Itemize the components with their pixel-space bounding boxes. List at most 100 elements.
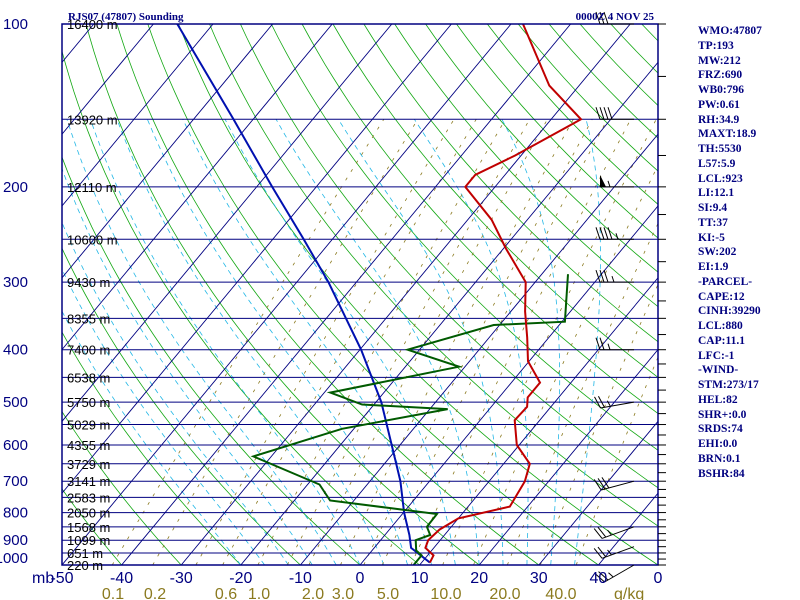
- isotherm: [62, 24, 393, 423]
- pressure-label: 600: [3, 437, 28, 454]
- index-item: L57:5.9: [698, 157, 736, 170]
- temperature-label: 10: [411, 570, 429, 587]
- isotherm: [240, 61, 658, 565]
- mixing-ratio-label: 1.0: [248, 586, 270, 600]
- height-label: 1568 m: [67, 520, 110, 535]
- index-item: LCL:923: [698, 172, 743, 185]
- wind-barb: [595, 269, 634, 283]
- dry-adiabat: [62, 155, 361, 565]
- height-label: 3729 m: [67, 457, 110, 472]
- index-item: LI:12.1: [698, 187, 735, 200]
- mixing-ratio-label: 0.1: [102, 586, 124, 600]
- moist-adiabat: [62, 167, 313, 565]
- mixing-ratio-line: [442, 119, 657, 565]
- temperature-label: -40: [110, 570, 133, 587]
- index-item: SHR+:0.0: [698, 408, 747, 421]
- dry-adiabat: [62, 247, 301, 565]
- mixing-ratio-line: [340, 119, 574, 565]
- pressure-label: 300: [3, 274, 28, 291]
- index-item: TP:193: [698, 39, 734, 52]
- temperature-label: 30: [530, 570, 548, 587]
- mixing-ratio-unit: g/kg: [614, 586, 644, 600]
- index-item: WB0:796: [698, 84, 744, 96]
- stability-indices-panel: WMO:47807 TP:193 MW:212 FRZ:690 WB0:796 PW:0.…: [698, 24, 798, 481]
- dry-adiabat: [270, 24, 658, 451]
- right-axis-ticks: [658, 23, 666, 566]
- pressure-label: 1000: [0, 550, 28, 567]
- dry-adiabat: [332, 24, 658, 378]
- height-label: 1099 m: [67, 533, 110, 548]
- background-grid: [62, 24, 658, 565]
- index-item: MW:212: [698, 54, 741, 67]
- moist-adiabat: [62, 221, 289, 565]
- index-item: PW:0.61: [698, 98, 740, 111]
- temperature-label: -30: [170, 570, 193, 587]
- mixing-ratio-label: 5.0: [377, 586, 399, 600]
- index-item: SRDS:74: [698, 423, 743, 436]
- height-label: 5029 m: [67, 418, 110, 433]
- mixing-ratio-label: 2.0: [302, 586, 324, 600]
- pressure-label: 800: [3, 505, 28, 522]
- index-item: RH:34.9: [698, 113, 740, 126]
- height-label: 4355 m: [67, 438, 110, 453]
- index-item: STM:273/17: [698, 379, 759, 391]
- wind-barb: [593, 546, 635, 559]
- index-item: MAXT:18.9: [698, 128, 757, 141]
- height-label: 8355 m: [67, 311, 110, 326]
- mixing-ratio-line: [286, 119, 530, 565]
- index-item: LFC:-1: [698, 349, 735, 362]
- index-item: CINH:39290: [698, 305, 761, 318]
- wind-barb: [595, 11, 634, 25]
- dewpoint-profile: [250, 274, 569, 565]
- mixing-ratio-line: [222, 119, 477, 565]
- index-item: LCL:880: [698, 320, 743, 332]
- dry-adiabat: [62, 331, 242, 565]
- valid-time: 0000Z 4 NOV 25: [576, 11, 655, 23]
- dry-adiabat: [209, 24, 658, 527]
- moist-adiabat: [182, 119, 432, 565]
- dry-adiabat: [178, 24, 658, 565]
- pressure-label: 100: [3, 16, 28, 33]
- pressure-unit-label: mb: [32, 570, 54, 587]
- wind-barb: [595, 107, 634, 120]
- moist-adiabat: [337, 119, 504, 565]
- height-label: 5750 m: [67, 395, 110, 410]
- wind-barb: [593, 526, 635, 539]
- temperature-label: 0: [654, 570, 663, 587]
- height-label: 16400 m: [67, 17, 118, 32]
- moist-adiabat: [147, 119, 409, 565]
- dry-adiabat: [301, 24, 658, 414]
- wind-barbs: [593, 11, 635, 583]
- isotherm: [62, 24, 214, 207]
- wind-barb: [600, 174, 634, 188]
- mixing-ratio-line: [152, 119, 419, 565]
- height-label: 9430 m: [67, 275, 110, 290]
- mixing-ratio-line: [539, 283, 658, 565]
- mixing-ratio-line: [473, 164, 658, 565]
- index-item: TH:5530: [698, 143, 742, 155]
- isotherm: [62, 24, 452, 494]
- index-item: SI:9.4: [698, 202, 728, 214]
- mixing-ratio-line: [308, 119, 548, 565]
- mixing-ratio-line: [410, 119, 632, 565]
- pressure-label: 200: [3, 179, 28, 196]
- moist-adiabat: [414, 119, 529, 565]
- dry-adiabat: [116, 24, 540, 565]
- dry-adiabat: [486, 24, 658, 205]
- sounding-title: RJS07 (47807) Sounding: [68, 11, 184, 23]
- isotherm: [62, 24, 154, 135]
- mixing-ratio-label: 3.0: [332, 586, 354, 600]
- temperature-label: -20: [229, 570, 252, 587]
- dry-adiabat: [456, 24, 658, 239]
- index-item: -WIND-: [698, 364, 739, 377]
- index-item: BSHR:84: [698, 467, 745, 480]
- height-label: 2050 m: [67, 506, 110, 521]
- isotherm: [62, 24, 273, 279]
- moist-adiabat: [116, 119, 385, 565]
- temperature-label: -10: [289, 570, 312, 587]
- dry-adiabat: [62, 49, 420, 565]
- index-item: EHI:0.0: [698, 438, 738, 450]
- isotherm: [62, 24, 512, 565]
- mixing-ratio-line: [506, 222, 658, 565]
- height-label: 6538 m: [67, 370, 110, 385]
